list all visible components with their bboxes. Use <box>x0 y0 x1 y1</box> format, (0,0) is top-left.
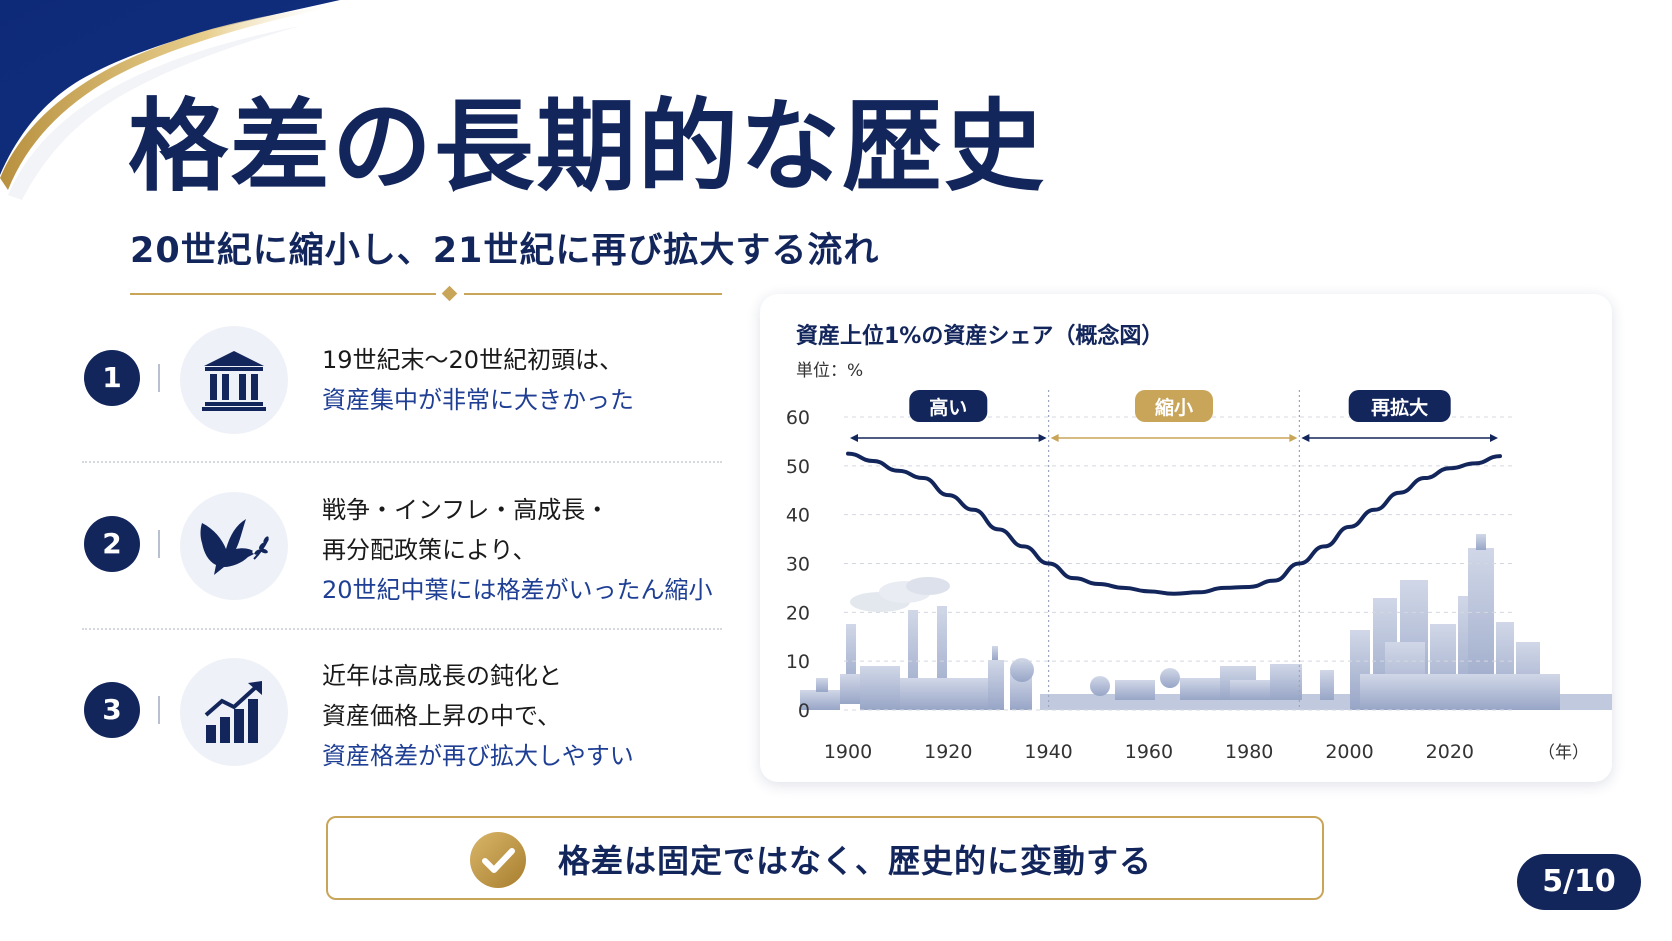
x-tick-label: 1900 <box>824 741 872 763</box>
x-tick-label: 1920 <box>924 741 972 763</box>
y-tick-label: 20 <box>786 602 810 624</box>
corner-decoration <box>0 0 345 200</box>
series-line <box>846 451 1502 596</box>
x-axis-label: （年） <box>1538 743 1589 763</box>
y-tick-label: 0 <box>798 700 810 722</box>
arrow-head-icon <box>1490 434 1498 442</box>
point-item-2: 2 戦争・インフレ・高成長・ 再分配政策により、 20世紀中葉には格差がいったん… <box>84 480 724 610</box>
arrow-head-icon <box>1301 434 1310 442</box>
skyline-illustration <box>800 534 1612 710</box>
point-item-1: 1 19世紀末～20世紀初頭は、 資産集中が非常に大きかった <box>84 314 724 444</box>
page-indicator: 5/10 <box>1517 854 1641 910</box>
point-text-line: 19世紀末～20世紀初頭は、 <box>322 346 624 374</box>
x-tick-label: 2000 <box>1325 741 1373 763</box>
period-label: 高い <box>929 396 967 419</box>
point-text-line: 資産価格上昇の中で、 <box>322 702 562 730</box>
dove-icon <box>180 492 288 600</box>
title-divider <box>130 285 722 302</box>
summary-box: 格差は固定ではなく、歴史的に変動する <box>326 816 1324 900</box>
chart-grid <box>844 416 1516 711</box>
growth-chart-icon <box>180 658 288 766</box>
period-badge <box>1348 390 1451 422</box>
bank-icon <box>180 326 288 434</box>
period-badge <box>1135 390 1213 422</box>
summary-text: 格差は固定ではなく、歴史的に変動する <box>558 842 1153 880</box>
divider-line <box>82 628 722 630</box>
chart-unit-label: 単位：% <box>796 361 864 381</box>
x-tick-label: 1940 <box>1024 741 1072 763</box>
page-title: 格差の長期的な歴史 <box>128 88 1046 205</box>
arrow-head-icon <box>1050 434 1059 442</box>
period-label: 縮小 <box>1155 396 1193 419</box>
period-badge <box>909 390 988 422</box>
point-number-badge: 1 <box>84 350 140 406</box>
y-tick-label: 60 <box>786 407 810 429</box>
chart-card: 資産上位1%の資産シェア（概念図） 単位：% <box>760 294 1612 782</box>
x-tick-label: 1980 <box>1225 741 1273 763</box>
point-text-line: 近年は高成長の鈍化と <box>322 662 562 690</box>
page-subtitle: 20世紀に縮小し、21世紀に再び拡大する流れ <box>130 231 880 271</box>
period-markers: 高い 縮小 再拡大 <box>850 390 1498 710</box>
y-tick-label: 30 <box>786 554 810 576</box>
x-tick-label: 1960 <box>1125 741 1173 763</box>
x-tick-label: 2020 <box>1426 741 1474 763</box>
check-badge-icon <box>470 832 526 888</box>
chart-title: 資産上位1%の資産シェア（概念図） <box>796 324 1164 349</box>
point-number-badge: 3 <box>84 682 140 738</box>
point-text-line: 戦争・インフレ・高成長・ <box>322 496 610 524</box>
wealth-share-chart: 0 10 20 30 40 50 60 1900 1920 1940 1960 1980 2000 20… <box>786 390 1612 763</box>
point-text-highlight: 資産格差が再び拡大しやすい <box>322 742 634 770</box>
x-axis-ticks: 1900 1920 1940 1960 1980 2000 2020 <box>824 741 1474 763</box>
chart-series <box>846 451 1502 596</box>
point-text-highlight: 資産集中が非常に大きかった <box>322 386 634 414</box>
divider-line <box>82 461 722 463</box>
y-tick-label: 50 <box>786 456 810 478</box>
point-text-highlight: 20世紀中葉には格差がいったん縮小 <box>322 576 713 604</box>
point-text-line: 再分配政策により、 <box>322 536 537 564</box>
period-label: 再拡大 <box>1371 396 1428 419</box>
arrow-head-icon <box>850 434 858 442</box>
divider-diamond-icon <box>441 285 458 302</box>
arrow-head-icon <box>1289 434 1298 442</box>
point-number-badge: 2 <box>84 516 140 572</box>
arrow-head-icon <box>1038 434 1047 442</box>
y-tick-label: 40 <box>786 505 810 527</box>
y-tick-label: 10 <box>786 651 810 673</box>
y-axis-ticks: 0 10 20 30 40 50 60 <box>786 407 810 722</box>
point-item-3: 3 近年は高成長の鈍化と 資産価格上昇の中で、 資産格差が再び拡大しやすい <box>84 646 724 776</box>
